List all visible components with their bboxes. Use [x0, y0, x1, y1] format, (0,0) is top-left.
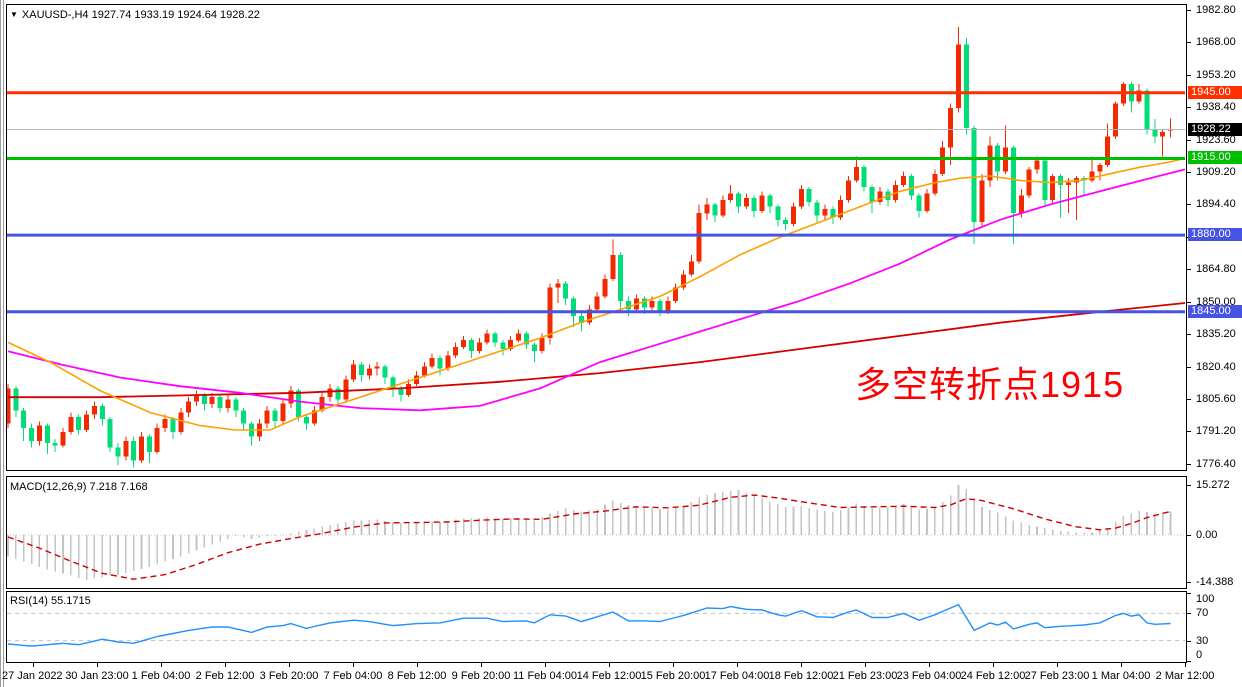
- symbol-dropdown-icon[interactable]: ▼: [10, 10, 18, 19]
- price-axis-label: 1864.80: [1196, 263, 1236, 275]
- time-axis-tick: [737, 663, 738, 667]
- time-axis-label: 7 Feb 04:00: [323, 670, 383, 682]
- price-axis-tick: [1186, 367, 1191, 368]
- price-axis-tick: [1186, 204, 1191, 205]
- chart-title-text: XAUUSD-,H4 1927.74 1933.19 1924.64 1928.…: [21, 9, 260, 21]
- price-axis-label: 1776.40: [1196, 458, 1236, 470]
- hline-price-label: 1945.00: [1188, 86, 1242, 99]
- rsi-axis-tick: [1186, 661, 1191, 662]
- price-axis-label: 1791.20: [1196, 425, 1236, 437]
- current-price-label: 1928.22: [1188, 123, 1242, 136]
- rsi-chart[interactable]: [7, 592, 1186, 662]
- time-axis-label: 21 Feb 23:00: [832, 670, 898, 682]
- macd-chart[interactable]: [7, 477, 1186, 588]
- time-axis-tick: [33, 663, 34, 667]
- time-axis-label: 27 Jan 2022: [2, 670, 63, 682]
- hline-price-label: 1880.00: [1188, 228, 1242, 241]
- rsi-axis-tick: [1186, 593, 1191, 594]
- time-axis-label: 2 Mar 12:00: [1155, 670, 1215, 682]
- rsi-axis-label: 0: [1196, 649, 1203, 661]
- time-axis-tick: [609, 663, 610, 667]
- price-axis-label: 1938.40: [1196, 101, 1236, 113]
- macd-axis-tick: [1186, 535, 1191, 536]
- price-axis-tick: [1186, 172, 1191, 173]
- price-axis-label: 1894.40: [1196, 198, 1236, 210]
- hline-price-label: 1845.00: [1188, 305, 1242, 318]
- time-axis-tick: [289, 663, 290, 667]
- window-left-border: [0, 0, 1, 687]
- time-axis-label: 27 Feb 23:00: [1024, 670, 1090, 682]
- price-axis-label: 1820.40: [1196, 361, 1236, 373]
- price-axis-label: 1968.00: [1196, 36, 1236, 48]
- price-axis-tick: [1186, 302, 1191, 303]
- rsi-axis-label: 30: [1196, 635, 1209, 647]
- time-axis-tick: [865, 663, 866, 667]
- price-axis-tick: [1186, 42, 1191, 43]
- macd-indicator-label: MACD(12,26,9) 7.218 7.168: [10, 481, 148, 493]
- time-axis-tick: [1121, 663, 1122, 667]
- price-axis-label: 1805.60: [1196, 393, 1236, 405]
- macd-panel[interactable]: [6, 476, 1187, 589]
- macd-axis-label: -14.388: [1196, 576, 1234, 588]
- price-axis-tick: [1186, 334, 1191, 335]
- price-axis-tick: [1186, 107, 1191, 108]
- time-axis-tick: [993, 663, 994, 667]
- time-axis-tick: [1185, 663, 1186, 667]
- time-axis-tick: [481, 663, 482, 667]
- time-axis-tick: [673, 663, 674, 667]
- time-axis-label: 11 Feb 04:00: [512, 670, 578, 682]
- time-axis-label: 17 Feb 04:00: [704, 670, 770, 682]
- price-axis-label: 1982.80: [1196, 4, 1236, 16]
- time-axis-tick: [929, 663, 930, 667]
- rsi-axis-tick: [1186, 613, 1191, 614]
- price-axis-label: 1835.20: [1196, 328, 1236, 340]
- time-axis-label: 23 Feb 04:00: [896, 670, 962, 682]
- rsi-panel[interactable]: [6, 591, 1187, 663]
- price-axis-label: 1909.20: [1196, 166, 1236, 178]
- macd-axis-tick: [1186, 485, 1191, 486]
- hline-price-label: 1915.00: [1188, 151, 1242, 164]
- chart-text-annotation[interactable]: 多空转折点1915: [855, 364, 1125, 405]
- time-axis-label: 9 Feb 20:00: [451, 670, 511, 682]
- rsi-axis-label: 100: [1196, 593, 1215, 605]
- time-axis-label: 1 Feb 04:00: [131, 670, 191, 682]
- macd-axis-label: 0.00: [1196, 529, 1218, 541]
- price-axis-tick: [1186, 399, 1191, 400]
- time-axis-label: 18 Feb 12:00: [768, 670, 834, 682]
- price-axis-tick: [1186, 75, 1191, 76]
- rsi-indicator-label: RSI(14) 55.1715: [10, 595, 91, 607]
- time-axis-label: 3 Feb 20:00: [259, 670, 319, 682]
- time-axis-label: 14 Feb 12:00: [576, 670, 642, 682]
- rsi-axis-tick: [1186, 641, 1191, 642]
- time-axis-tick: [545, 663, 546, 667]
- window-left-border-inner: [3, 0, 4, 687]
- price-axis-tick: [1186, 431, 1191, 432]
- price-axis-label: 1923.60: [1196, 134, 1236, 146]
- macd-axis-tick: [1186, 582, 1191, 583]
- price-axis-tick: [1186, 464, 1191, 465]
- time-axis-label: 15 Feb 20:00: [640, 670, 706, 682]
- time-axis-tick: [1057, 663, 1058, 667]
- time-axis-label: 2 Feb 12:00: [195, 670, 255, 682]
- time-axis-label: 24 Feb 12:00: [960, 670, 1026, 682]
- macd-axis-label: 15.272: [1196, 479, 1230, 491]
- time-axis-tick: [225, 663, 226, 667]
- price-axis-tick: [1186, 140, 1191, 141]
- time-axis-label: 1 Mar 04:00: [1091, 670, 1151, 682]
- time-axis-tick: [353, 663, 354, 667]
- price-chart-panel[interactable]: [6, 4, 1187, 471]
- time-axis-label: 8 Feb 12:00: [387, 670, 447, 682]
- time-axis-tick: [161, 663, 162, 667]
- price-axis-tick: [1186, 10, 1191, 11]
- chart-title: ▼ XAUUSD-,H4 1927.74 1933.19 1924.64 1928…: [10, 9, 260, 21]
- rsi-axis-label: 70: [1196, 607, 1209, 619]
- price-axis-label: 1953.20: [1196, 69, 1236, 81]
- time-axis-tick: [97, 663, 98, 667]
- time-axis-tick: [801, 663, 802, 667]
- price-axis-tick: [1186, 269, 1191, 270]
- time-axis-tick: [417, 663, 418, 667]
- candlestick-chart[interactable]: [7, 5, 1186, 470]
- time-axis-label: 30 Jan 23:00: [65, 670, 129, 682]
